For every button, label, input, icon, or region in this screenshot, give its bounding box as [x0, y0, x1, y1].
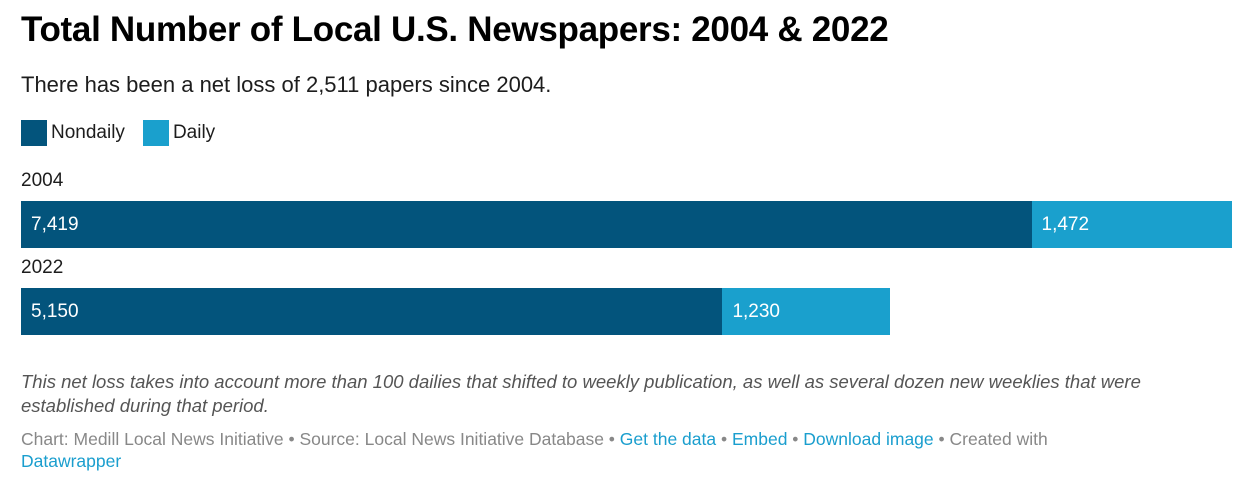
- bar-daily-2022: 1,230: [722, 288, 890, 335]
- row-label-2022: 2022: [21, 257, 64, 278]
- legend-label-daily: Daily: [172, 122, 216, 143]
- data-label-nondaily-2022: 5,150: [31, 301, 79, 322]
- chart-credit: Chart: Medill Local News Initiative: [21, 429, 284, 449]
- bar-nondaily-2004: 7,419: [21, 201, 1032, 248]
- legend-item-daily: Daily: [142, 120, 216, 146]
- data-label-daily-2004: 1,472: [1041, 214, 1090, 235]
- row-label-2004: 2004: [21, 170, 64, 191]
- data-label-daily-2022: 1,230: [732, 301, 780, 322]
- legend-label-nondaily: Nondaily: [51, 122, 125, 143]
- chart-title: Total Number of Local U.S. Newspapers: 2…: [21, 10, 889, 49]
- chart-note: This net loss takes into account more th…: [21, 371, 1141, 416]
- download-image-link[interactable]: Download image: [803, 429, 934, 449]
- legend-item-nondaily: Nondaily: [21, 120, 125, 146]
- footer-separator: •: [283, 429, 300, 449]
- footer-separator: •: [787, 429, 804, 449]
- chart-subtitle: There has been a net loss of 2,511 paper…: [21, 72, 552, 97]
- footer-separator: •: [716, 429, 732, 449]
- datawrapper-link[interactable]: Datawrapper: [21, 451, 122, 471]
- bar-nondaily-2022: 5,150: [21, 288, 723, 335]
- legend-swatch-nondaily: [21, 120, 47, 146]
- bar-daily-2004: 1,472: [1031, 201, 1232, 248]
- embed-link[interactable]: Embed: [731, 429, 788, 449]
- created-with-text: Created with: [949, 429, 1048, 449]
- footer-separator: •: [933, 429, 950, 449]
- footer-separator: •: [603, 429, 620, 449]
- legend: Nondaily Daily: [21, 120, 233, 146]
- get-data-link[interactable]: Get the data: [619, 429, 717, 449]
- data-label-nondaily-2004: 7,419: [31, 214, 79, 235]
- bar-row-2004: 7,419 1,472: [21, 201, 1232, 248]
- source-text: Source: Local News Initiative Database: [299, 429, 604, 449]
- bar-row-2022: 5,150 1,230: [21, 288, 890, 335]
- legend-swatch-daily: [142, 120, 169, 146]
- chart-footer: Chart: Medill Local News Initiative • So…: [21, 428, 1238, 472]
